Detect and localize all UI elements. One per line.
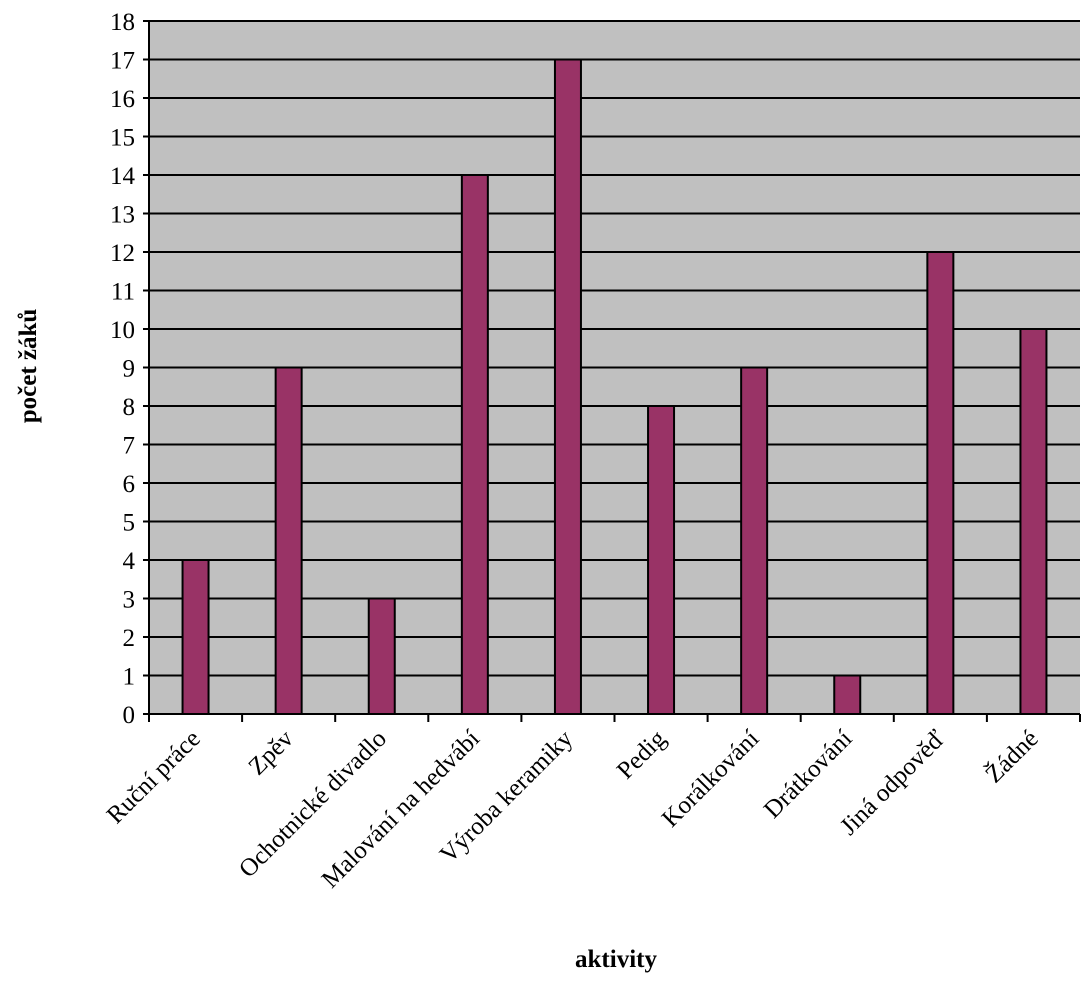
y-tick-label: 14 [110, 163, 136, 190]
bar [833, 674, 862, 715]
y-tick-label: 15 [110, 125, 135, 152]
bars [181, 58, 1048, 715]
y-axis-title: počet žáků [15, 309, 42, 424]
x-tick-label: Korálkování [657, 725, 764, 832]
bar [367, 597, 396, 715]
bar [553, 58, 582, 715]
x-tick-label: Zpěv [243, 725, 299, 781]
y-tick-label: 12 [110, 240, 135, 267]
y-tick-label: 6 [123, 471, 136, 498]
y-tick-label: 9 [123, 356, 136, 383]
bar [926, 251, 955, 715]
bar [460, 174, 489, 715]
x-tick-label: Ruční práce [102, 725, 206, 829]
y-tick-label: 1 [123, 664, 136, 691]
x-axis-title: aktivity [575, 946, 657, 973]
bar [1019, 328, 1048, 715]
y-tick-label: 18 [110, 9, 135, 36]
x-tick-label: Malování na hedvábí [317, 725, 485, 893]
y-tick-label: 5 [123, 510, 136, 537]
y-tick-label: 3 [123, 587, 136, 614]
x-tick-label: Žádné [980, 724, 1044, 788]
bar [740, 366, 769, 715]
y-tick-label: 10 [110, 317, 135, 344]
y-tick-label: 16 [110, 86, 135, 113]
y-tick-label: 0 [123, 702, 136, 729]
y-tick-label: 11 [111, 279, 135, 306]
x-tick-label: Drátkování [759, 725, 858, 824]
x-tick-label: Pedig [612, 725, 672, 785]
axes [143, 20, 1081, 722]
y-tick-label: 4 [123, 548, 136, 575]
plot-area [149, 20, 1080, 714]
y-tick-label: 17 [110, 48, 135, 75]
y-tick-label: 7 [123, 433, 136, 460]
bar [647, 405, 676, 715]
bar [181, 559, 210, 715]
y-tick-label: 8 [123, 394, 136, 421]
y-tick-label: 13 [110, 202, 135, 229]
bar [274, 366, 303, 715]
y-tick-label: 2 [123, 625, 136, 652]
